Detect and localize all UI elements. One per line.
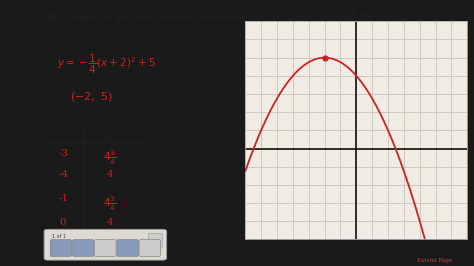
Text: →: → — [80, 245, 86, 251]
Text: ←: ← — [58, 245, 64, 251]
Text: --: -- — [147, 245, 152, 251]
FancyBboxPatch shape — [44, 229, 167, 260]
Text: $4\frac{3}{4}$: $4\frac{3}{4}$ — [103, 149, 117, 167]
FancyBboxPatch shape — [117, 240, 138, 256]
Text: -4: -4 — [58, 170, 68, 179]
Text: y: y — [354, 8, 359, 16]
Text: x: x — [60, 130, 66, 139]
FancyBboxPatch shape — [50, 240, 72, 256]
Text: $4\frac{3}{4}$: $4\frac{3}{4}$ — [103, 194, 117, 213]
Text: -1: -1 — [58, 194, 68, 203]
Text: Ex: Ex — [47, 13, 59, 21]
Text: y: y — [102, 130, 108, 139]
Text: ✓: ✓ — [125, 245, 130, 251]
Text: $y = -\dfrac{1}{4}(x+2)^2 + 5$: $y = -\dfrac{1}{4}(x+2)^2 + 5$ — [56, 53, 155, 76]
Text: 4: 4 — [107, 170, 113, 179]
Text: Extend Page: Extend Page — [417, 258, 452, 263]
FancyBboxPatch shape — [73, 240, 94, 256]
Text: -3: -3 — [58, 149, 68, 158]
Text: 0: 0 — [60, 218, 66, 227]
FancyBboxPatch shape — [139, 240, 160, 256]
Text: 1 of 1: 1 of 1 — [52, 234, 66, 239]
Text: ...: ... — [102, 245, 109, 251]
Text: $(-2,\ 5)$: $(-2,\ 5)$ — [70, 90, 112, 103]
Text: x: x — [472, 144, 474, 152]
Text: 4: 4 — [107, 218, 113, 227]
Text: . Graph the quadratic function, showing at least five points including the verte: . Graph the quadratic function, showing … — [64, 13, 404, 21]
FancyBboxPatch shape — [148, 233, 162, 248]
FancyBboxPatch shape — [95, 240, 116, 256]
